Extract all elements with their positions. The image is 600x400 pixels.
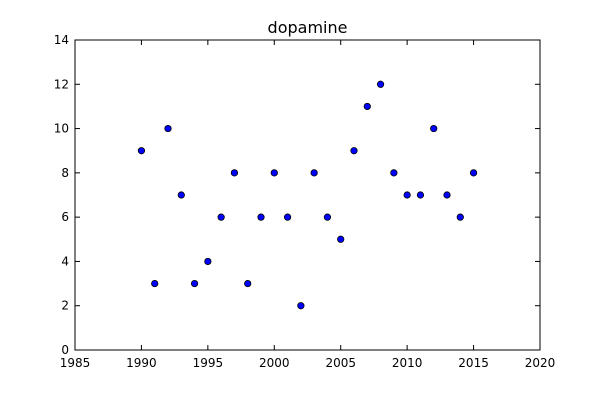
data-point (310, 169, 318, 177)
data-point (456, 213, 464, 221)
data-point (297, 302, 305, 310)
plot-frame (74, 39, 541, 351)
data-point (363, 102, 371, 111)
data-point (323, 213, 332, 221)
data-point (151, 279, 159, 288)
data-points (137, 80, 478, 310)
x-tick-label: 1985 (60, 356, 91, 370)
data-point (443, 191, 451, 199)
data-point (283, 213, 292, 221)
chart-title: dopamine (268, 18, 348, 37)
x-tick-label: 2000 (259, 356, 290, 370)
data-point (244, 279, 252, 288)
y-tick-label: 6 (61, 210, 69, 224)
data-point (177, 191, 185, 199)
data-point (230, 169, 239, 177)
x-tick-label: 2010 (392, 356, 423, 370)
tick-labels: 1985 1990 1995 2000 2005 2010 2015 2020 0 2 4 6 8 10 1… (54, 33, 556, 370)
data-point (164, 124, 172, 133)
y-tick-label: 2 (61, 299, 69, 313)
x-tick-label: 2020 (525, 356, 556, 370)
y-tick-label: 10 (54, 122, 69, 136)
data-point (390, 169, 398, 177)
axis-ticks (74, 39, 541, 351)
x-tick-label: 2005 (325, 356, 356, 370)
y-tick-label: 12 (54, 77, 69, 91)
y-tick-label: 4 (61, 254, 69, 268)
data-point (257, 213, 265, 221)
data-point (376, 80, 385, 88)
data-point (137, 147, 146, 155)
y-tick-label: 14 (54, 33, 69, 47)
data-point (403, 191, 411, 199)
data-point (469, 169, 478, 177)
data-point (190, 279, 199, 288)
x-tick-label: 1995 (193, 356, 224, 370)
data-point (217, 213, 225, 221)
data-point (337, 235, 345, 243)
x-tick-label: 1990 (126, 356, 157, 370)
data-point (416, 191, 425, 199)
data-point (204, 257, 212, 266)
data-point (270, 169, 278, 177)
y-tick-label: 0 (61, 343, 69, 357)
data-point (350, 147, 358, 155)
data-point (430, 124, 438, 133)
y-tick-label: 8 (61, 166, 69, 180)
x-tick-label: 2015 (458, 356, 489, 370)
